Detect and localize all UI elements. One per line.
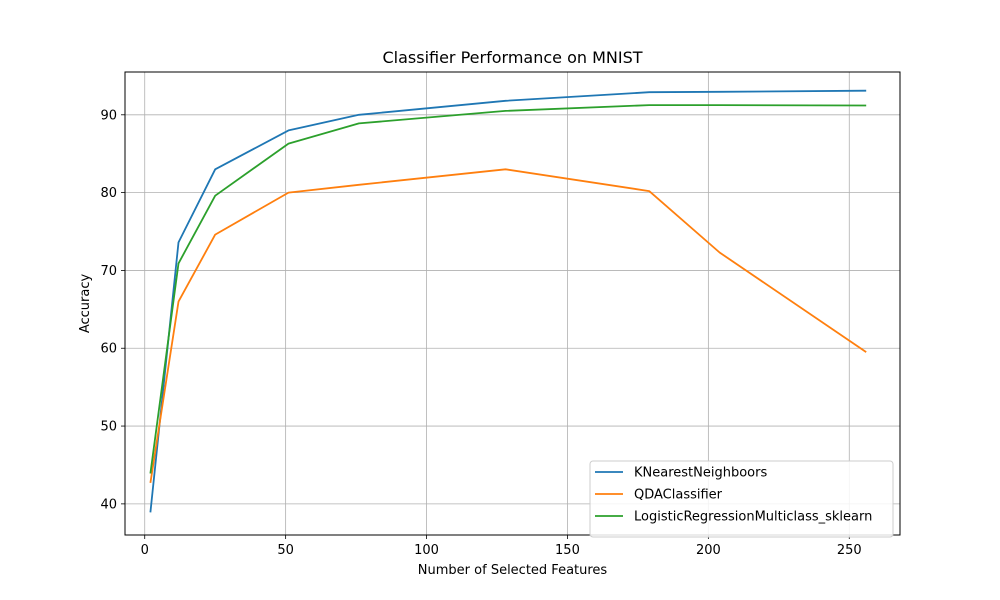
y-axis-label: Accuracy (78, 274, 93, 334)
series-line-1 (149, 168, 867, 484)
axis-ticks: 0 50 100 150 200 250 40 50 60 70 80 90 (100, 108, 861, 558)
y-tick-label: 50 (100, 420, 117, 435)
x-tick-label: 0 (141, 543, 149, 558)
chart-title: Classifier Performance on MNIST (382, 48, 642, 67)
x-axis-label: Number of Selected Features (418, 563, 608, 578)
x-tick-label: 50 (277, 543, 294, 558)
x-tick-label: 250 (837, 543, 862, 558)
legend-label-2: LogisticRegressionMulticlass_sklearn (634, 510, 872, 525)
series-lines (149, 89, 867, 513)
x-tick-label: 200 (696, 543, 721, 558)
series-line-2 (149, 104, 867, 474)
y-tick-label: 80 (100, 186, 117, 201)
y-tick-label: 60 (100, 342, 117, 357)
legend: KNearestNeighboors QDAClassifier LogisticR… (589, 460, 894, 538)
legend-label-0: KNearestNeighboors (634, 466, 767, 481)
y-tick-label: 70 (100, 264, 117, 279)
legend-box (589, 460, 894, 538)
series-line-0 (149, 89, 867, 513)
legend-label-1: QDAClassifier (634, 488, 723, 503)
y-tick-label: 90 (100, 108, 117, 123)
x-tick-label: 100 (414, 543, 439, 558)
y-tick-label: 40 (100, 497, 117, 512)
plot-area-frame (124, 71, 901, 536)
x-tick-label: 150 (555, 543, 580, 558)
